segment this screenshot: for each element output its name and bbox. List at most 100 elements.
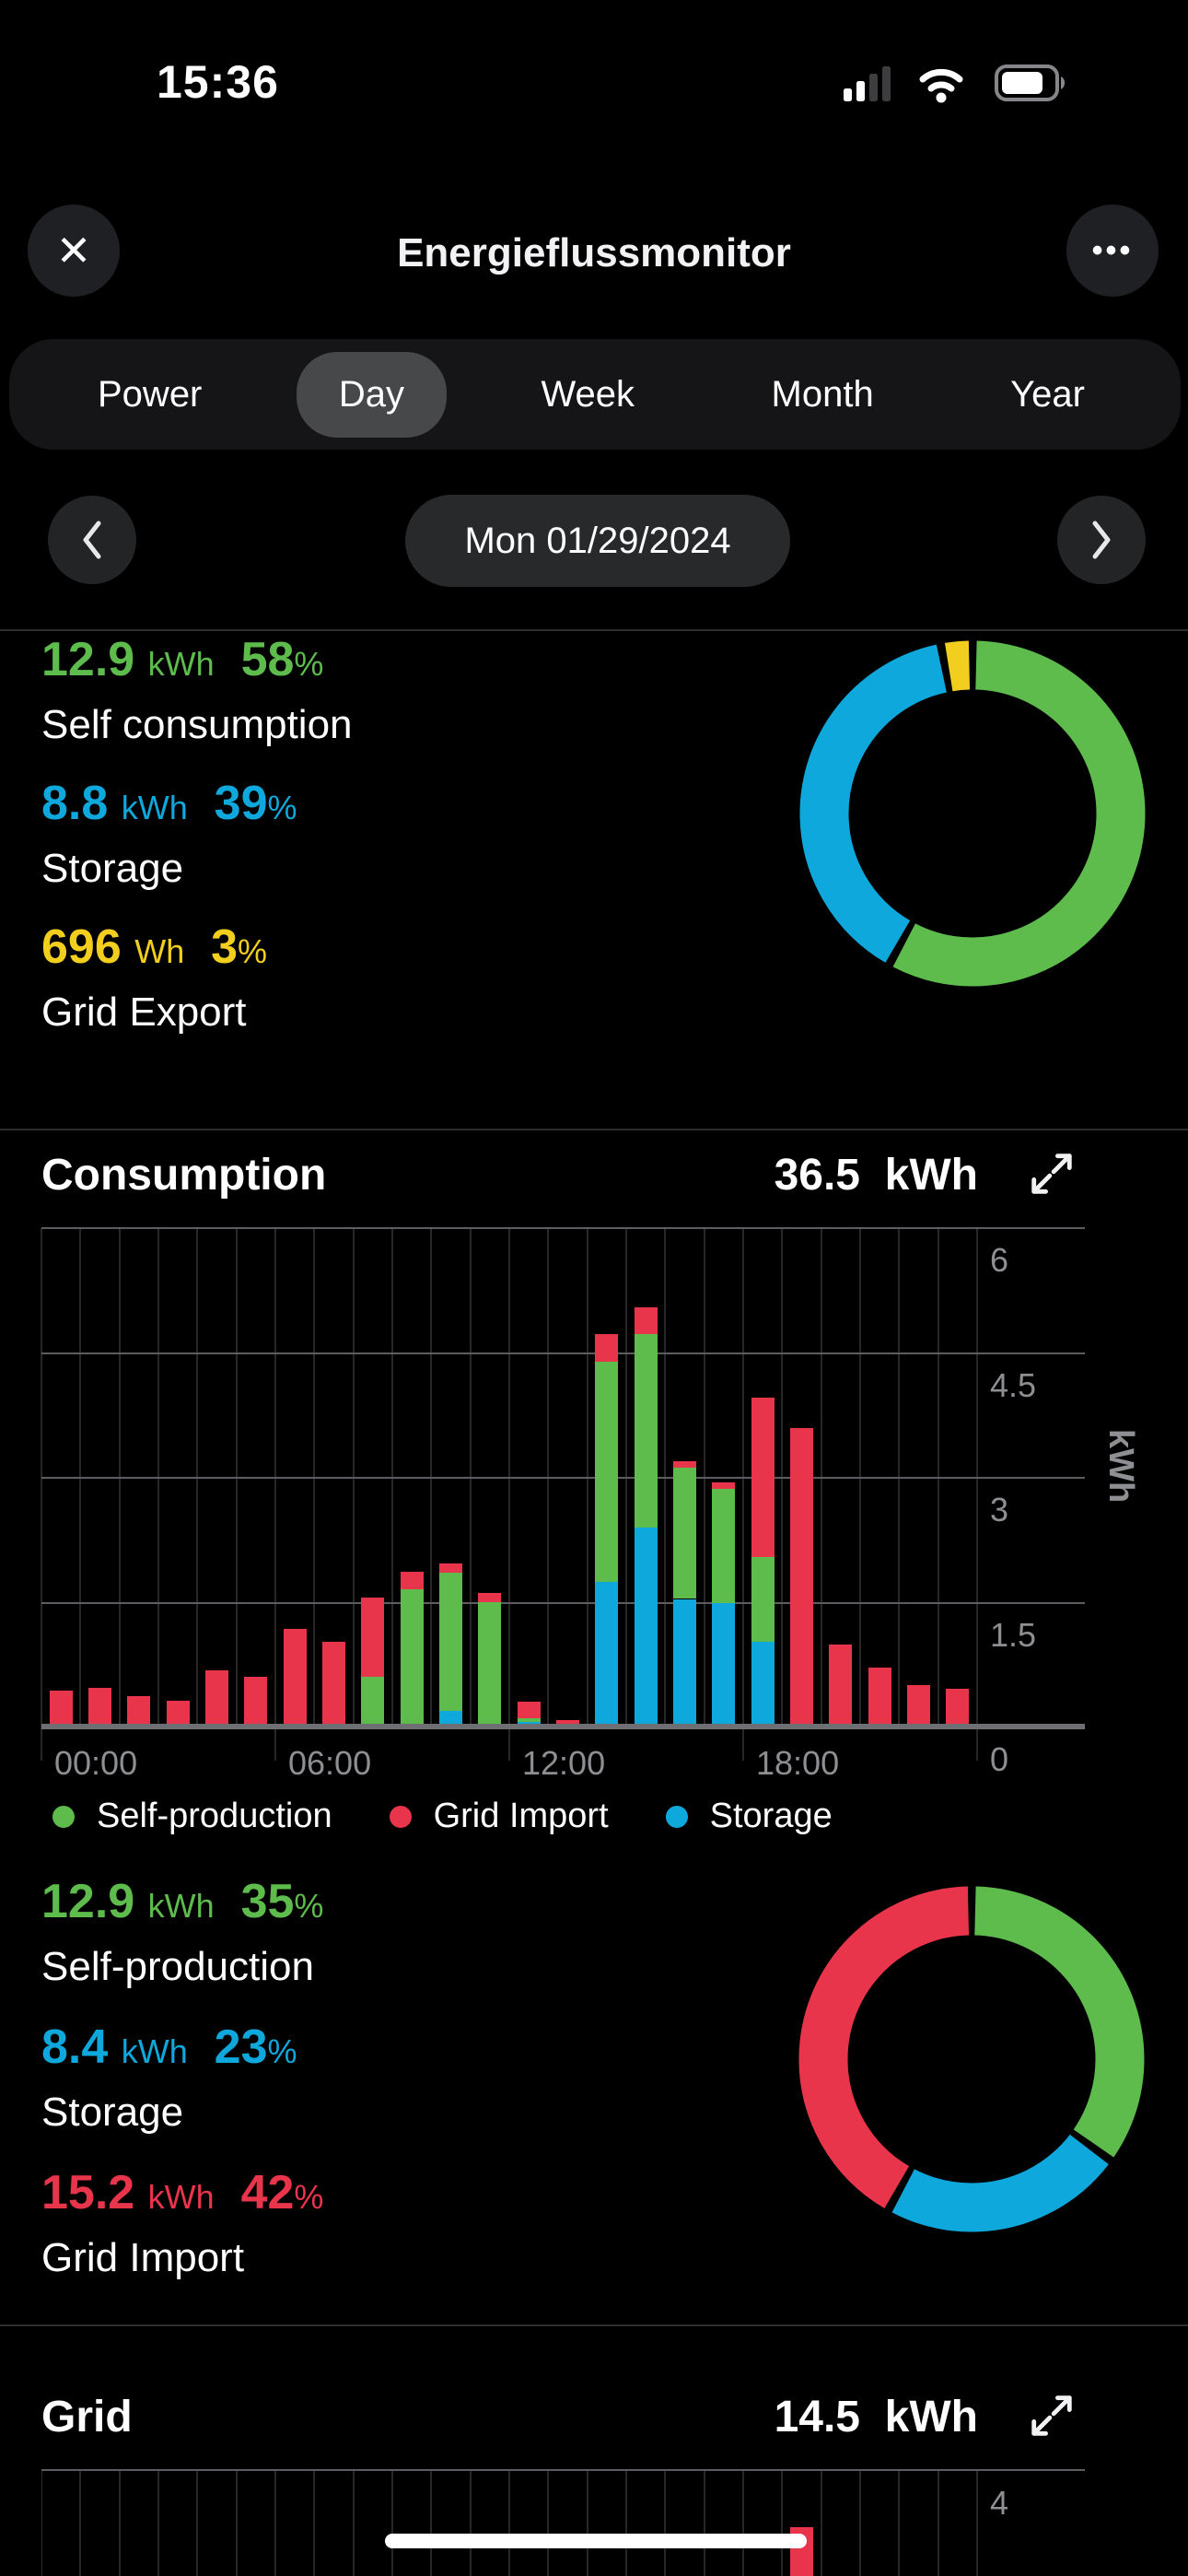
bar-segment-self-production — [478, 1602, 502, 1724]
bar-segment-grid-import — [244, 1676, 268, 1724]
bar-segment-self-production — [439, 1573, 462, 1712]
bar-segment-grid-import — [88, 1688, 111, 1724]
close-button[interactable]: ✕ — [28, 205, 120, 297]
bar-segment-grid-import — [868, 1668, 891, 1724]
storage-dot-icon — [665, 1805, 688, 1828]
bar-segment-grid-import — [595, 1334, 619, 1363]
stat-self-consumption: 12.9 kWh 58% Self consumption — [41, 632, 353, 748]
consumption-total: 36.5 kWh — [774, 1151, 978, 1200]
bar-segment-grid-import — [400, 1571, 424, 1589]
bar-segment-grid-import — [127, 1696, 151, 1724]
donut-segment-storage — [799, 640, 1146, 987]
bar-segment-grid-import — [322, 1642, 345, 1724]
bar-segment-grid-import — [946, 1689, 970, 1724]
donut-segment-grid-import — [798, 1886, 1145, 2232]
stat-value: 12.9 kWh 58% — [41, 633, 324, 686]
stat-storage: 8.8 kWh 39% Storage — [41, 776, 297, 892]
expand-icon[interactable] — [1024, 2388, 1079, 2443]
production-donut-chart — [799, 640, 1146, 987]
donut-segment-storage — [798, 1886, 1145, 2232]
bar-segment-self-production — [751, 1557, 775, 1643]
tab-week[interactable]: Week — [541, 373, 635, 415]
more-button[interactable]: ••• — [1066, 205, 1159, 297]
consumption-donut-chart — [798, 1886, 1145, 2232]
consumption-chart: 0 1.5 3 4.5 6 00:00 06:00 12:00 18:00 kWh — [41, 1227, 1179, 1782]
bar-segment-grid-import — [205, 1670, 228, 1724]
bar-segment-storage — [712, 1603, 736, 1724]
bar-segment-storage — [439, 1711, 462, 1724]
stat-value: 12.9 kWh 35% — [41, 1875, 324, 1928]
bar-segment-grid-import — [712, 1482, 736, 1490]
ellipsis-icon: ••• — [1091, 232, 1134, 268]
section-divider — [0, 1129, 1188, 1130]
section-divider — [0, 2324, 1188, 2326]
donut-segment-self-production — [798, 1886, 1145, 2232]
page-title: Energieflussmonitor — [397, 230, 791, 275]
stat-grid-import: 15.2 kWh 42% Grid Import — [41, 2165, 323, 2281]
bar-segment-grid-import — [283, 1629, 307, 1724]
bar-segment-storage — [517, 1722, 541, 1724]
battery-icon — [995, 64, 1066, 101]
tab-year[interactable]: Year — [1010, 373, 1085, 415]
chevron-left-icon — [83, 521, 101, 559]
status-time: 15:36 — [157, 56, 279, 108]
bar-segment-self-production — [634, 1334, 658, 1528]
stat-value: 696 Wh 3% — [41, 920, 268, 974]
stat-label: Self-production — [41, 1944, 314, 1989]
grid-total: 14.5 kWh — [774, 2393, 978, 2441]
grid-import-dot-icon — [389, 1805, 412, 1828]
stat-label: Grid Import — [41, 2235, 245, 2280]
date-selector[interactable]: Mon 01/29/2024 — [405, 495, 790, 587]
bar-segment-self-production — [673, 1467, 696, 1599]
bar-segment-grid-import — [166, 1700, 190, 1724]
tab-power[interactable]: Power — [98, 373, 203, 415]
bar-segment-grid-import — [49, 1690, 73, 1724]
expand-icon[interactable] — [1024, 1146, 1079, 1201]
bar-segment-grid-import — [556, 1720, 579, 1724]
stat-label: Grid Export — [41, 989, 247, 1035]
bar-segment-self-production — [400, 1588, 424, 1724]
stat-self-production: 12.9 kWh 35% Self-production — [41, 1874, 323, 1990]
bar-segment-storage — [634, 1527, 658, 1724]
bar-segment-self-production — [361, 1676, 385, 1724]
stat-value: 15.2 kWh 42% — [41, 2166, 324, 2219]
grid-title: Grid — [41, 2393, 133, 2441]
stat-grid-export: 696 Wh 3% Grid Export — [41, 919, 267, 1036]
stat-value: 8.8 kWh 39% — [41, 777, 297, 830]
legend-item: Storage — [665, 1797, 833, 1836]
bar-segment-grid-import — [361, 1597, 385, 1677]
prev-date-button[interactable] — [48, 496, 136, 584]
bar-segment-self-production — [517, 1717, 541, 1723]
chevron-right-icon — [1092, 521, 1111, 559]
bar-segment-self-production — [595, 1362, 619, 1582]
stat-label: Storage — [41, 2090, 184, 2135]
bar-segment-grid-import — [439, 1563, 462, 1574]
bar-segment-grid-import — [517, 1701, 541, 1718]
cellular-signal-icon — [844, 66, 891, 101]
stat-storage-consumption: 8.4 kWh 23% Storage — [41, 2020, 297, 2136]
self-production-dot-icon — [52, 1805, 75, 1828]
grid-chart: 4 — [41, 2469, 1179, 2576]
tab-day[interactable]: Day — [296, 351, 448, 438]
bar-segment-grid-import — [478, 1593, 502, 1603]
close-icon: ✕ — [55, 227, 92, 275]
wifi-icon — [919, 68, 963, 103]
legend-item: Self-production — [52, 1797, 332, 1836]
home-indicator[interactable] — [385, 2534, 807, 2548]
bar-segment-self-production — [712, 1489, 736, 1603]
consumption-legend: Self-production Grid Import Storage — [52, 1797, 833, 1836]
section-divider — [0, 629, 1188, 631]
tab-month[interactable]: Month — [771, 373, 874, 415]
bar-segment-grid-import — [634, 1307, 658, 1335]
bar-segment-grid-import — [829, 1645, 853, 1724]
bar-segment-grid-import — [673, 1460, 696, 1468]
donut-segment-self-consumption — [799, 640, 1146, 987]
stat-value: 8.4 kWh 23% — [41, 2020, 297, 2074]
bar-segment-storage — [673, 1598, 696, 1724]
next-date-button[interactable] — [1057, 496, 1146, 584]
bar-segment-grid-import — [907, 1685, 930, 1724]
bar-segment-storage — [595, 1581, 619, 1724]
consumption-title: Consumption — [41, 1151, 327, 1200]
stat-label: Storage — [41, 846, 184, 891]
